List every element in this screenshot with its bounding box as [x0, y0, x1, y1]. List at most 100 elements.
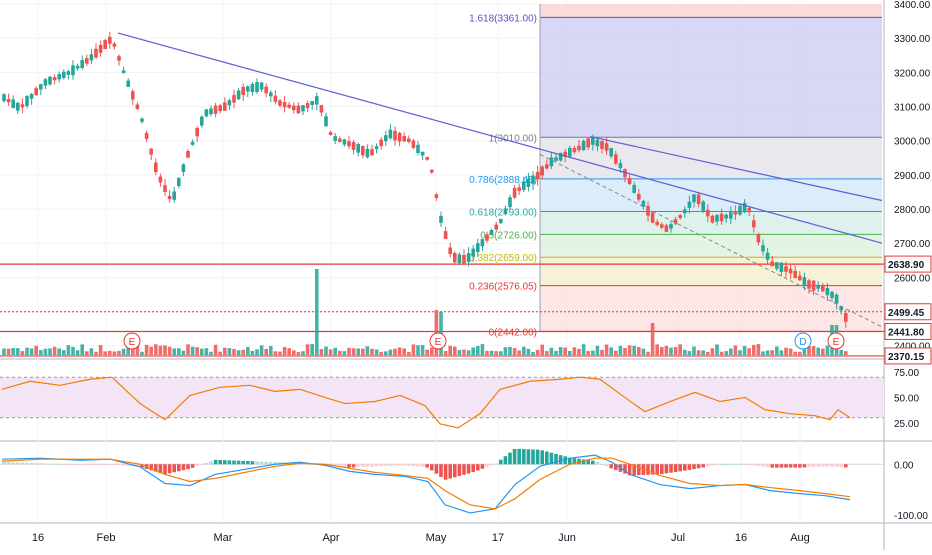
volume-bar [664, 345, 669, 355]
candle-body [825, 288, 830, 296]
candle-body [282, 102, 287, 108]
candle-body [273, 95, 278, 102]
volume-bar [466, 350, 471, 355]
volume-bar [522, 346, 526, 355]
volume-bar [687, 351, 692, 355]
rsi-tick-label: 75.00 [894, 368, 919, 379]
volume-bar [273, 351, 278, 355]
volume-bar [825, 345, 830, 355]
macd-histogram-bar [770, 464, 774, 468]
candle-body [425, 156, 429, 160]
volume-bar [779, 350, 784, 355]
volume-bar [784, 347, 788, 355]
candle-body [526, 178, 531, 187]
volume-bar [34, 345, 38, 355]
time-tick-label: May [426, 532, 447, 544]
volume-bar [305, 344, 310, 355]
macd-histogram-bar [85, 464, 89, 466]
macd-histogram-bar [94, 464, 98, 466]
volume-bar [48, 348, 52, 355]
candle-body [572, 148, 577, 153]
macd-histogram-bar [798, 464, 802, 468]
candle-body [388, 129, 393, 139]
volume-bar [655, 344, 659, 355]
candle-body [20, 104, 25, 108]
volume-bar [29, 348, 34, 355]
volume-bar [338, 350, 342, 355]
candle-body [177, 177, 181, 186]
macd-histogram-bar [775, 464, 779, 468]
volume-bar [807, 346, 811, 355]
macd-histogram-bar [342, 464, 347, 468]
volume-bar [747, 348, 751, 355]
macd-histogram-bar [499, 459, 503, 465]
volume-bar [733, 345, 738, 355]
volume-bar [457, 350, 462, 355]
candle-body [839, 306, 843, 311]
macd-histogram-bar [549, 452, 554, 465]
candle-body [6, 98, 11, 103]
macd-histogram-bar [779, 464, 784, 468]
macd-histogram-bar [466, 464, 471, 474]
macd-histogram-bar [356, 464, 360, 468]
candle-body [600, 141, 604, 149]
macd-histogram-bar [756, 464, 761, 467]
volume-bar [595, 345, 600, 355]
candle-body [296, 105, 301, 114]
volume-bar [315, 269, 319, 355]
volume-bar [365, 346, 370, 355]
fib-zone [540, 4, 882, 18]
macd-histogram-bar [669, 464, 673, 473]
volume-bar [213, 344, 218, 355]
macd-histogram-bar [793, 464, 797, 468]
candle-body [98, 44, 103, 53]
candle-body [365, 148, 370, 158]
candle-body [29, 93, 34, 99]
candle-body [618, 163, 623, 169]
candle-body [420, 151, 425, 156]
volume-bar [609, 347, 613, 355]
macd-histogram-bar [11, 462, 15, 465]
candle-body [126, 80, 130, 87]
candle-body [112, 43, 117, 47]
volume-bar [190, 346, 195, 355]
volume-bar [25, 347, 29, 355]
candle-body [149, 148, 153, 155]
macd-histogram-bar [154, 464, 158, 472]
candle-body [462, 254, 466, 265]
volume-bar [384, 351, 388, 355]
volume-bar [535, 349, 540, 355]
volume-bar [250, 350, 255, 355]
candle-body [186, 151, 190, 158]
macd-histogram-bar [816, 464, 820, 467]
trendlines [117, 32, 883, 328]
candle-body [476, 243, 480, 253]
candle-body [209, 108, 213, 115]
macd-histogram-bar [825, 464, 830, 467]
macd-histogram-bar [761, 464, 765, 467]
candle-body [361, 146, 365, 156]
volume-bar [715, 344, 719, 355]
volume-bar [62, 350, 66, 355]
candle-body [752, 220, 756, 228]
volume-bar [581, 344, 586, 355]
volume-bar [632, 345, 636, 355]
macd-histogram-bar [29, 462, 34, 465]
volume-bar [89, 348, 94, 355]
projection-line [539, 153, 883, 328]
volume-bar [761, 351, 765, 355]
price-tag-label: 2370.15 [888, 352, 925, 363]
macd-histogram-bar [227, 460, 232, 465]
candle-body [292, 105, 296, 111]
candle-body [683, 209, 687, 214]
candle-body [503, 209, 508, 215]
candle-body [393, 130, 397, 141]
macd-histogram-bar [476, 464, 480, 471]
candle-body [834, 294, 839, 304]
volume-bar [517, 350, 521, 355]
macd-histogram-bar [572, 458, 577, 465]
candle-body [738, 205, 742, 215]
fib-zone [540, 17, 882, 138]
volume-bar [121, 348, 126, 355]
